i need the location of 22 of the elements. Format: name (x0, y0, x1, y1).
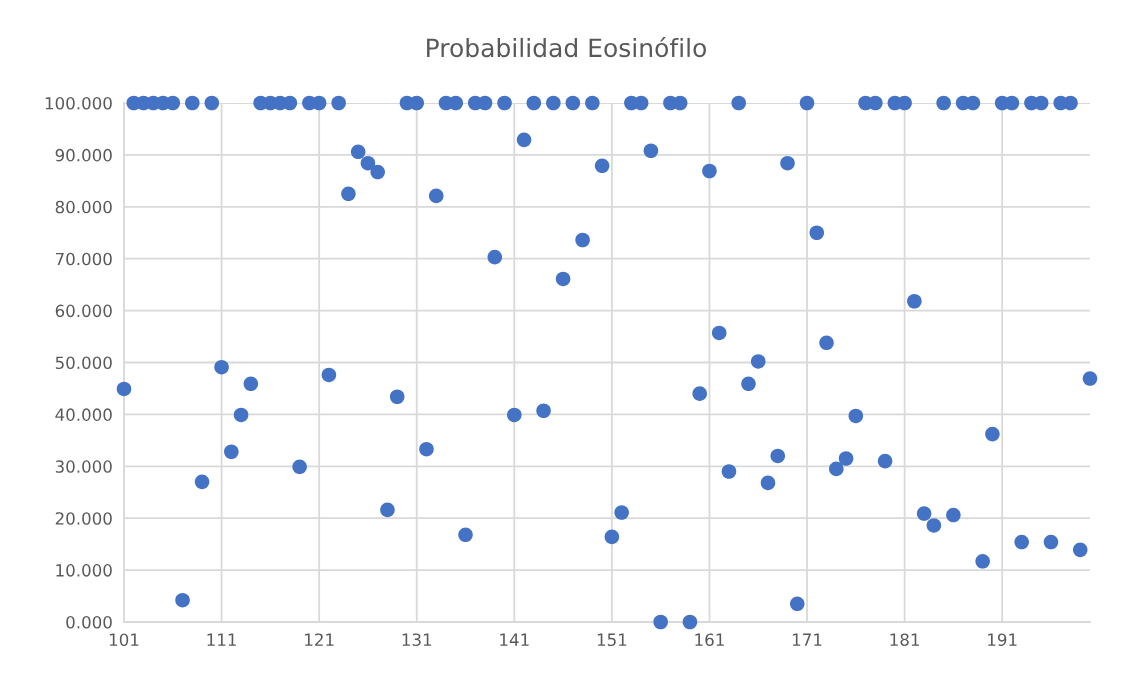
y-tick-label: 30.000 (55, 460, 112, 473)
y-tick-label: 40.000 (55, 408, 112, 421)
x-tick-label: 131 (402, 633, 432, 647)
y-tick-label: 20.000 (55, 512, 112, 525)
x-tick-label: 111 (207, 633, 236, 646)
x-tick-label: 101 (109, 633, 139, 647)
y-tick-label: 60.000 (55, 304, 112, 318)
x-tick-label: 171 (792, 633, 822, 646)
y-tick-label: 100.000 (45, 96, 112, 110)
x-tick-label: 161 (695, 633, 724, 647)
y-tick-label: 70.000 (55, 252, 112, 266)
x-tick-label: 181 (890, 633, 919, 647)
x-tick-label: 141 (500, 633, 529, 646)
y-tick-label: 10.000 (56, 564, 112, 577)
y-tick-label: 90.000 (55, 148, 112, 162)
x-tick-label: 121 (305, 633, 334, 646)
chart-title: Probabilidad Eosinófilo (427, 36, 706, 58)
y-tick-label: 80.000 (55, 200, 112, 214)
y-tick-label: 50.000 (55, 356, 112, 370)
x-tick-label: 191 (988, 633, 1017, 647)
x-tick-label: 151 (597, 633, 627, 647)
y-tick-label: 0.000 (66, 615, 112, 629)
